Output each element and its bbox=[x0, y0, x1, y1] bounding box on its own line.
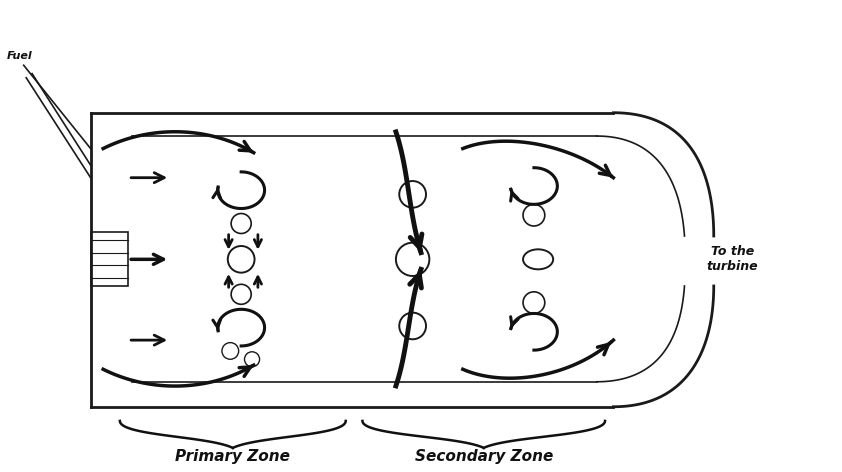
Text: Fuel: Fuel bbox=[7, 51, 33, 61]
Circle shape bbox=[523, 204, 545, 226]
Circle shape bbox=[228, 246, 254, 273]
Circle shape bbox=[399, 181, 426, 208]
Circle shape bbox=[396, 243, 429, 276]
Text: Primary Zone: Primary Zone bbox=[175, 449, 290, 464]
Circle shape bbox=[231, 284, 251, 304]
FancyBboxPatch shape bbox=[91, 232, 128, 286]
Circle shape bbox=[222, 343, 238, 359]
Circle shape bbox=[244, 352, 259, 367]
Text: To the
turbine: To the turbine bbox=[706, 245, 758, 273]
Circle shape bbox=[523, 292, 545, 313]
Circle shape bbox=[399, 312, 426, 339]
Circle shape bbox=[231, 213, 251, 234]
Text: Secondary Zone: Secondary Zone bbox=[414, 449, 553, 464]
Ellipse shape bbox=[523, 249, 553, 270]
